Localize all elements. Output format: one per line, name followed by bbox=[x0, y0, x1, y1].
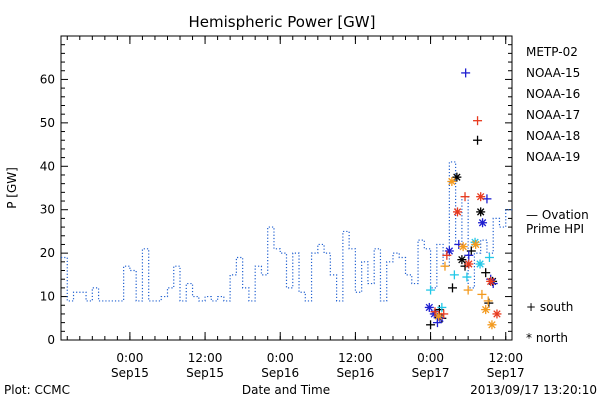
point-noaa-15-south bbox=[464, 250, 474, 260]
point-noaa-19-south bbox=[473, 116, 483, 126]
point-noaa-19-south bbox=[442, 250, 452, 260]
y-axis-label: P [GW] bbox=[5, 167, 19, 209]
plot-frame bbox=[60, 35, 513, 341]
x-tick-label-time: 0:00 bbox=[267, 351, 294, 365]
y-tick-label: 60 bbox=[40, 72, 55, 86]
x-tick-label-date: Sep16 bbox=[336, 366, 374, 380]
footer-plot-source: Plot: CCMC bbox=[4, 383, 70, 397]
y-tick-label: 10 bbox=[40, 290, 55, 304]
point-noaa-16-south bbox=[449, 270, 459, 280]
x-tick-label-time: 0:00 bbox=[417, 351, 444, 365]
point-noaa-19-north bbox=[476, 192, 486, 202]
point-noaa-19-south bbox=[430, 307, 440, 317]
legend-entry-noaa-18: NOAA-18 bbox=[526, 129, 580, 143]
ovation-legend-label: — Ovation bbox=[526, 208, 589, 222]
ovation-hpi-series bbox=[61, 161, 512, 302]
point-metp-02-south bbox=[460, 261, 470, 271]
point-noaa-18-north bbox=[471, 239, 481, 249]
legend-entry-noaa-15: NOAA-15 bbox=[526, 66, 580, 80]
ovation-hpi-line bbox=[61, 161, 512, 302]
x-tick-label-date: Sep15 bbox=[186, 366, 224, 380]
point-metp-02-north bbox=[476, 207, 486, 217]
x-tick-label-date: Sep16 bbox=[261, 366, 299, 380]
y-axis: 0 10 20 30 40 50 60 bbox=[40, 35, 512, 347]
symbol-legend-south: + south bbox=[526, 300, 573, 314]
point-noaa-15-north bbox=[424, 302, 434, 312]
x-tick-label-time: 12:00 bbox=[188, 351, 223, 365]
satellite-points bbox=[424, 68, 502, 330]
x-axis-label: Date and Time bbox=[242, 383, 330, 397]
point-noaa-19-north bbox=[492, 309, 502, 319]
point-noaa-16-south bbox=[437, 302, 447, 312]
point-metp-02-south bbox=[481, 268, 491, 278]
x-tick-label-time: 12:00 bbox=[488, 351, 523, 365]
point-noaa-15-south bbox=[461, 68, 471, 78]
legend-entry-noaa-17: NOAA-17 bbox=[526, 108, 580, 122]
point-noaa-19-north bbox=[453, 207, 463, 217]
x-tick-label-date: Sep17 bbox=[412, 366, 450, 380]
point-metp-02-south bbox=[473, 135, 483, 145]
point-noaa-15-north bbox=[478, 218, 488, 228]
point-metp-02-south bbox=[426, 320, 436, 330]
y-tick-label: 50 bbox=[40, 116, 55, 130]
footer-timestamp: 2013/09/17 13:20:10 bbox=[470, 383, 597, 397]
chart-title: Hemispheric Power [GW] bbox=[189, 13, 376, 31]
symbol-legend-north: * north bbox=[526, 331, 568, 345]
point-noaa-16-south bbox=[426, 285, 436, 295]
x-tick-label-time: 12:00 bbox=[338, 351, 373, 365]
symbol-legend: + south * north bbox=[526, 300, 573, 345]
y-tick-label: 20 bbox=[40, 246, 55, 260]
point-noaa-18-south bbox=[483, 296, 493, 306]
point-noaa-19-south bbox=[439, 309, 449, 319]
y-tick-label: 40 bbox=[40, 159, 55, 173]
point-noaa-18-north bbox=[447, 176, 457, 186]
legend-entry-metp-02: METP-02 bbox=[526, 45, 578, 59]
point-noaa-19-north bbox=[486, 276, 496, 286]
point-noaa-19-north bbox=[464, 259, 474, 269]
series-legend: METP-02 NOAA-15 NOAA-16 NOAA-17 NOAA-18 NOAA-… bbox=[526, 45, 580, 164]
point-noaa-18-north bbox=[458, 242, 468, 252]
point-noaa-16-south bbox=[462, 272, 472, 282]
point-metp-02-south bbox=[447, 283, 457, 293]
ovation-legend-label-line2: Prime HPI bbox=[526, 222, 584, 236]
x-tick-label-date: Sep17 bbox=[487, 366, 525, 380]
point-noaa-15-south bbox=[482, 194, 492, 204]
point-metp-02-north bbox=[457, 255, 467, 265]
point-noaa-19-south bbox=[460, 192, 470, 202]
point-noaa-18-south bbox=[477, 289, 487, 299]
legend-entry-noaa-19: NOAA-19 bbox=[526, 150, 580, 164]
point-noaa-18-south bbox=[463, 285, 473, 295]
legend-entry-noaa-16: NOAA-16 bbox=[526, 87, 580, 101]
x-axis: 0:00Sep1512:00Sep150:00Sep1612:00Sep160:… bbox=[66, 36, 525, 380]
point-noaa-18-north bbox=[481, 305, 491, 315]
point-noaa-18-north bbox=[487, 320, 497, 330]
point-noaa-16-north bbox=[475, 259, 485, 269]
point-noaa-16-south bbox=[484, 252, 494, 262]
point-noaa-18-south bbox=[440, 261, 450, 271]
x-tick-label-date: Sep15 bbox=[111, 366, 149, 380]
y-tick-label: 0 bbox=[47, 333, 55, 347]
x-tick-label-time: 0:00 bbox=[116, 351, 143, 365]
y-tick-label: 30 bbox=[40, 203, 55, 217]
